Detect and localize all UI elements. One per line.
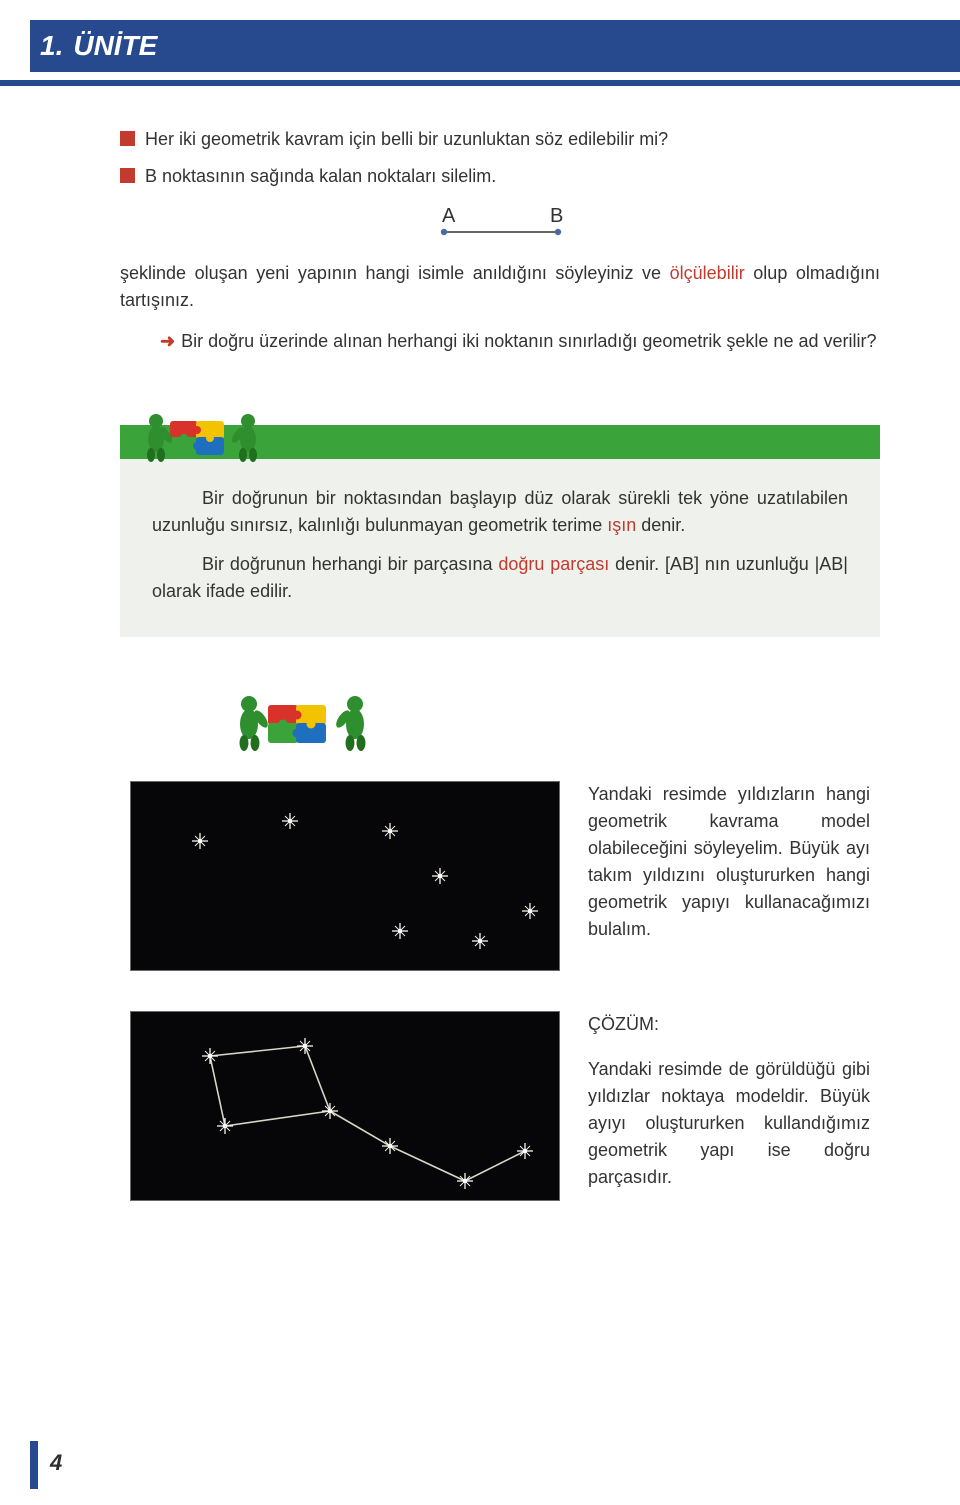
text: Bir doğrunun bir noktasından başlayıp dü… — [152, 488, 848, 535]
text: Yandaki resimde yıldızların hangi geomet… — [588, 781, 870, 943]
square-bullet-icon — [120, 168, 135, 183]
info-paragraph: Bir doğrunun herhangi bir parçasına doğr… — [152, 551, 848, 605]
bullet-item: B noktasının sağında kalan noktaları sil… — [120, 163, 880, 190]
text: denir. — [636, 515, 685, 535]
stars-example-row: Yandaki resimde yıldızların hangi geomet… — [120, 781, 880, 971]
header-bar — [175, 20, 960, 72]
unit-title-box: 1. ÜNİTE — [30, 20, 175, 72]
unit-header: 1. ÜNİTE — [0, 20, 960, 72]
svg-text:A: A — [442, 206, 456, 227]
text: şeklinde oluşan yeni yapının hangi isiml… — [120, 263, 670, 283]
unit-label: ÜNİTE — [73, 25, 157, 67]
bullet-text: B noktasının sağında kalan noktaları sil… — [145, 163, 496, 190]
stars-image — [130, 781, 560, 971]
stars-caption: Yandaki resimde yıldızların hangi geomet… — [588, 781, 870, 943]
stars-solution-caption: ÇÖZÜM: Yandaki resimde de görüldüğü gibi… — [588, 1011, 870, 1191]
page-number: 4 — [50, 1446, 62, 1479]
arrow-right-icon: ➜ — [160, 331, 175, 351]
info-body: Bir doğrunun bir noktasından başlayıp dü… — [120, 459, 880, 637]
puzzle-figures-icon — [138, 387, 268, 465]
arrow-paragraph: ➜ Bir doğru üzerinde alınan herhangi iki … — [120, 328, 880, 355]
text: Bir doğru üzerinde alınan herhangi iki n… — [181, 331, 876, 351]
highlight-word: ölçülebilir — [670, 263, 745, 283]
unit-number: 1. — [40, 25, 63, 67]
text: Yandaki resimde de görüldüğü gibi yıldız… — [588, 1056, 870, 1191]
bullet-item: Her iki geometrik kavram için belli bir … — [120, 126, 880, 153]
highlight-word: ışın — [607, 515, 636, 535]
info-paragraph: Bir doğrunun bir noktasından başlayıp dü… — [152, 485, 848, 539]
segment-icon: A B — [410, 206, 590, 242]
puzzle-figures-icon — [230, 667, 880, 757]
stars-image-connected — [130, 1011, 560, 1201]
square-bullet-icon — [120, 131, 135, 146]
info-callout: Bir doğrunun bir noktasından başlayıp dü… — [120, 425, 880, 637]
stars-solution-row: ÇÖZÜM: Yandaki resimde de görüldüğü gibi… — [120, 1011, 880, 1201]
paragraph: şeklinde oluşan yeni yapının hangi isiml… — [120, 260, 880, 314]
solution-label: ÇÖZÜM: — [588, 1011, 870, 1038]
bullet-text: Her iki geometrik kavram için belli bir … — [145, 126, 668, 153]
ab-segment-figure: A B — [120, 206, 880, 242]
text: Bir doğrunun herhangi bir parçasına — [202, 554, 498, 574]
svg-text:B: B — [550, 206, 563, 227]
footer-accent — [30, 1441, 38, 1489]
info-header-band — [120, 425, 880, 459]
highlight-word: doğru parçası — [498, 554, 609, 574]
